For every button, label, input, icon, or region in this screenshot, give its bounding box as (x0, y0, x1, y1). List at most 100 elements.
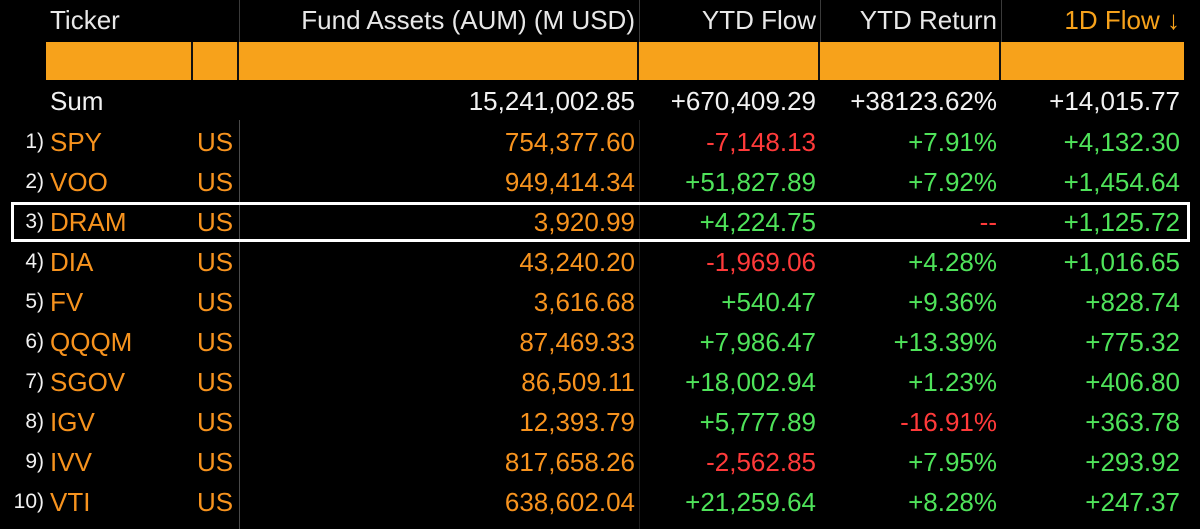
ticker-cell[interactable]: DRAM (50, 207, 127, 237)
header-row: Ticker Fund Assets (AUM) (M USD) YTD Flo… (0, 0, 1200, 40)
table-row[interactable]: 5) FV US 3,616.68 +540.47 +9.36% +828.74 (0, 282, 1200, 322)
exchange-cell: US (197, 207, 234, 237)
table-row-selected[interactable]: 3) DRAM US 3,920.99 +4,224.75 -- +1,125.… (0, 202, 1200, 242)
row-number: 9) (25, 450, 44, 473)
filter-input-ticker[interactable] (46, 42, 193, 80)
1d-flow-cell: +775.32 (1085, 327, 1180, 357)
exchange-cell: US (197, 247, 234, 277)
col-header-aum[interactable]: Fund Assets (AUM) (M USD) (301, 5, 635, 35)
filter-input-ytd-return[interactable] (820, 42, 1001, 80)
aum-cell: 3,616.68 (533, 287, 635, 317)
row-number: 2) (25, 170, 44, 193)
column-divider (239, 120, 240, 529)
ytd-return-cell: +1.23% (908, 367, 997, 397)
table-row[interactable]: 7) SGOV US 86,509.11 +18,002.94 +1.23% +… (0, 362, 1200, 402)
sum-label: Sum (50, 86, 104, 116)
row-number: 7) (25, 370, 44, 393)
filter-input-aum[interactable] (239, 42, 639, 80)
col-header-ytd-flow[interactable]: YTD Flow (701, 5, 816, 35)
table-row[interactable]: 8) IGV US 12,393.79 +5,777.89 -16.91% +3… (0, 402, 1200, 442)
ytd-return-cell: +4.28% (908, 247, 997, 277)
ytd-flow-cell: +18,002.94 (685, 367, 816, 397)
aum-cell: 43,240.20 (519, 247, 635, 277)
ytd-flow-cell: +5,777.89 (699, 407, 816, 437)
header-divider (639, 0, 640, 42)
ticker-cell[interactable]: VOO (50, 167, 108, 197)
sum-ytd-return: +38123.62% (850, 86, 997, 116)
column-divider (639, 120, 640, 529)
sum-1d-flow: +14,015.77 (1049, 86, 1180, 116)
col-header-1d-flow-sorted[interactable]: 1D Flow ↓ (1064, 5, 1180, 35)
ytd-return-cell: +13.39% (893, 327, 997, 357)
row-number: 8) (25, 410, 44, 433)
aum-cell: 949,414.34 (504, 167, 635, 197)
col-header-ytd-return[interactable]: YTD Return (859, 5, 997, 35)
1d-flow-cell: +1,454.64 (1063, 167, 1180, 197)
ticker-cell[interactable]: IVV (50, 447, 92, 477)
filter-input-exchange[interactable] (193, 42, 239, 80)
ticker-cell[interactable]: IGV (50, 407, 95, 437)
ticker-cell[interactable]: FV (50, 287, 84, 317)
aum-cell: 638,602.04 (504, 487, 635, 517)
ytd-return-cell: +7.92% (908, 167, 997, 197)
ytd-return-cell: +7.91% (908, 127, 997, 157)
exchange-cell: US (197, 487, 234, 517)
filter-bar (46, 42, 1184, 80)
ticker-cell[interactable]: SPY (50, 127, 103, 157)
row-number: 6) (25, 330, 44, 353)
aum-cell: 754,377.60 (504, 127, 635, 157)
ticker-cell[interactable]: DIA (50, 247, 94, 277)
col-header-ticker[interactable]: Ticker (50, 5, 120, 35)
table-row[interactable]: 10) VTI US 638,602.04 +21,259.64 +8.28% … (0, 482, 1200, 522)
1d-flow-cell: +4,132.30 (1063, 127, 1180, 157)
1d-flow-cell: +1,016.65 (1063, 247, 1180, 277)
filter-input-1d-flow[interactable] (1001, 42, 1184, 80)
table-row[interactable]: 2) VOO US 949,414.34 +51,827.89 +7.92% +… (0, 162, 1200, 202)
aum-cell: 817,658.26 (504, 447, 635, 477)
ticker-cell[interactable]: VTI (50, 487, 91, 517)
exchange-cell: US (197, 407, 234, 437)
1d-flow-cell: +293.92 (1085, 447, 1180, 477)
table-row[interactable]: 4) DIA US 43,240.20 -1,969.06 +4.28% +1,… (0, 242, 1200, 282)
header-divider (820, 0, 821, 42)
ytd-flow-cell: +21,259.64 (685, 487, 816, 517)
ytd-flow-cell: -1,969.06 (706, 247, 816, 277)
table-row[interactable]: 6) QQQM US 87,469.33 +7,986.47 +13.39% +… (0, 322, 1200, 362)
exchange-cell: US (197, 287, 234, 317)
row-number: 3) (25, 210, 44, 233)
ticker-cell[interactable]: QQQM (50, 327, 133, 357)
table-row[interactable]: 1) SPY US 754,377.60 -7,148.13 +7.91% +4… (0, 122, 1200, 162)
exchange-cell: US (197, 127, 234, 157)
sum-aum: 15,241,002.85 (468, 86, 635, 116)
aum-cell: 3,920.99 (533, 207, 635, 237)
ytd-return-cell: +7.95% (908, 447, 997, 477)
row-number: 10) (13, 490, 44, 513)
exchange-cell: US (197, 447, 234, 477)
ytd-return-cell: +8.28% (908, 487, 997, 517)
ytd-flow-cell: +51,827.89 (685, 167, 816, 197)
aum-cell: 86,509.11 (521, 367, 635, 397)
1d-flow-cell: +1,125.72 (1063, 207, 1180, 237)
aum-cell: 12,393.79 (519, 407, 635, 437)
row-number: 5) (25, 290, 44, 313)
1d-flow-cell: +828.74 (1085, 287, 1180, 317)
ytd-return-cell: +9.36% (908, 287, 997, 317)
1d-flow-cell: +363.78 (1085, 407, 1180, 437)
ytd-flow-cell: +4,224.75 (699, 207, 816, 237)
ytd-flow-cell: -2,562.85 (706, 447, 816, 477)
aum-cell: 87,469.33 (519, 327, 635, 357)
exchange-cell: US (197, 367, 234, 397)
table-row[interactable]: 9) IVV US 817,658.26 -2,562.85 +7.95% +2… (0, 442, 1200, 482)
sum-row: Sum 15,241,002.85 +670,409.29 +38123.62%… (0, 81, 1200, 121)
ytd-flow-cell: -7,148.13 (706, 127, 816, 157)
ytd-flow-cell: +7,986.47 (699, 327, 816, 357)
exchange-cell: US (197, 167, 234, 197)
ytd-return-cell: -16.91% (900, 407, 997, 437)
ticker-cell[interactable]: SGOV (50, 367, 126, 397)
row-number: 4) (25, 250, 44, 273)
header-divider (1001, 0, 1002, 42)
filter-input-ytd-flow[interactable] (639, 42, 820, 80)
ytd-return-cell: -- (979, 207, 997, 237)
1d-flow-cell: +247.37 (1085, 487, 1180, 517)
